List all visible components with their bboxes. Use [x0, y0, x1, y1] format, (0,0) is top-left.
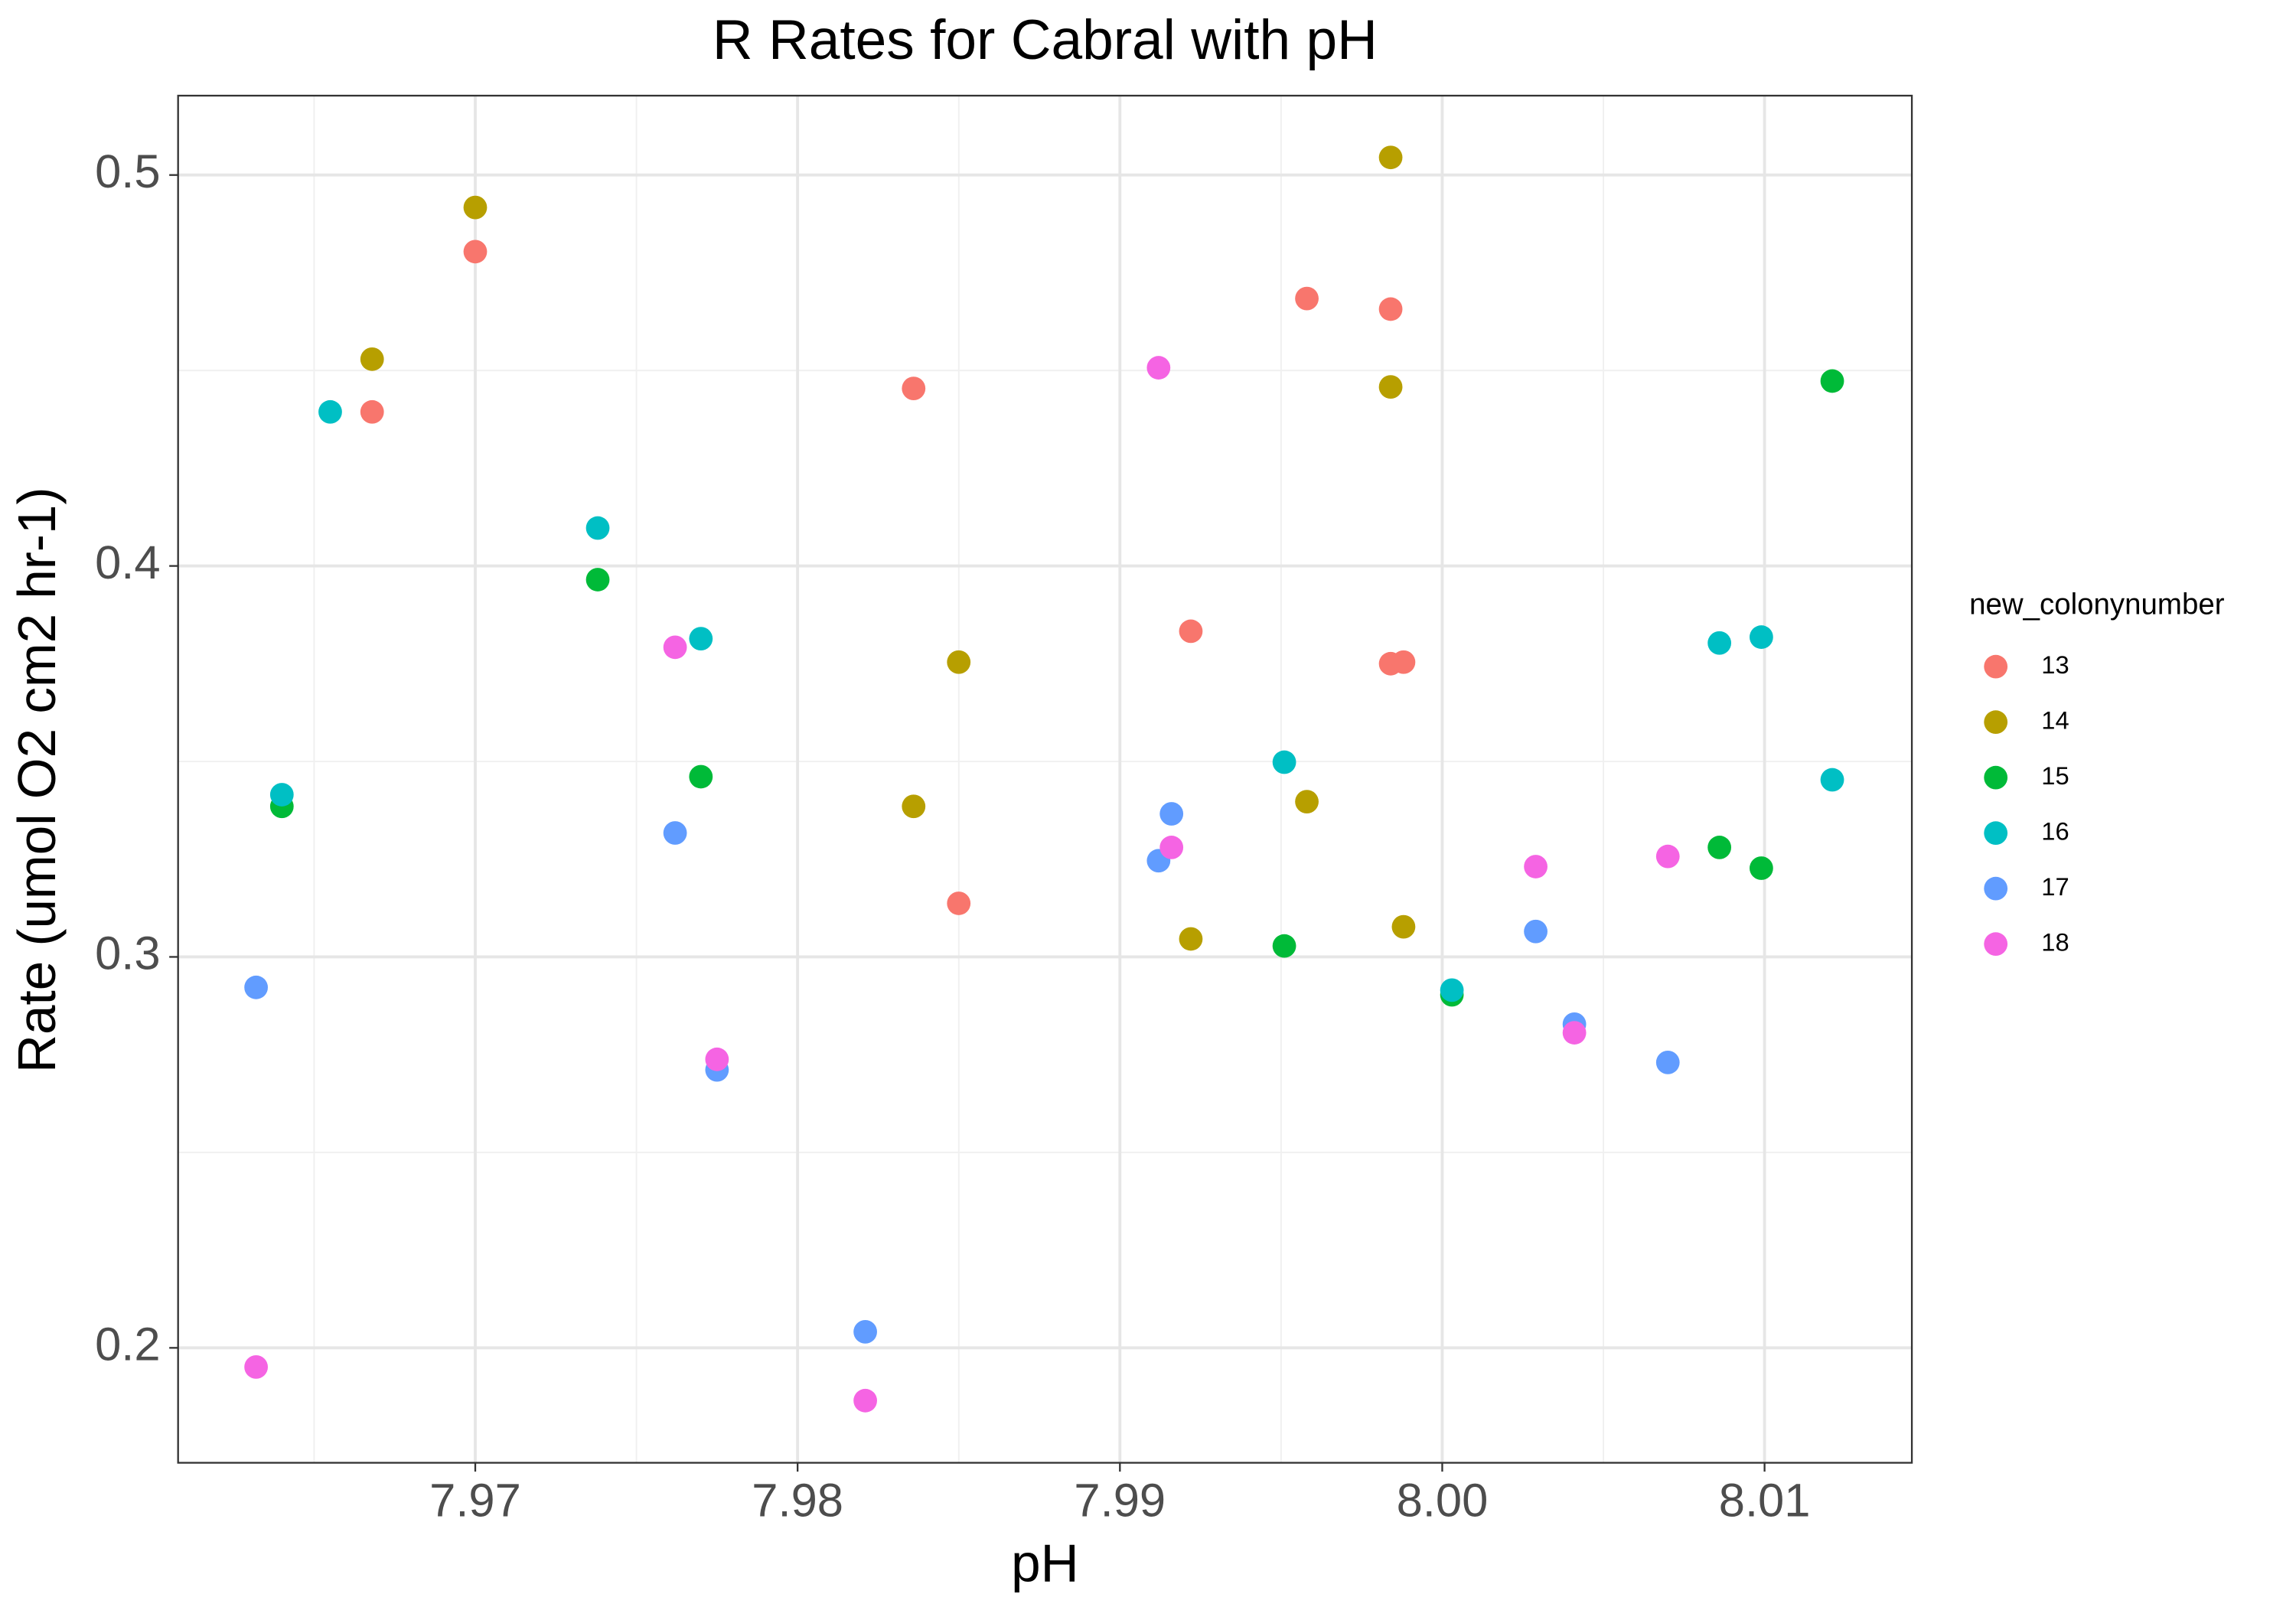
- x-tick-label: 7.98: [752, 1475, 843, 1527]
- point: [1655, 1051, 1680, 1074]
- point: [244, 1354, 268, 1379]
- legend-title: new_colonynumber: [1969, 588, 2225, 621]
- point: [1159, 836, 1184, 859]
- legend-key: [1984, 932, 2008, 957]
- point: [269, 783, 294, 807]
- point: [853, 1320, 877, 1344]
- point: [1378, 145, 1403, 170]
- point: [1524, 855, 1548, 878]
- point: [585, 516, 610, 540]
- grid: [178, 96, 1913, 1463]
- y-tick-label: 0.3: [95, 927, 161, 980]
- legend-key: [1984, 821, 2008, 846]
- legend-key: [1984, 654, 2008, 679]
- point: [1391, 914, 1416, 939]
- point: [463, 240, 488, 264]
- point: [853, 1388, 877, 1413]
- point: [1295, 286, 1319, 311]
- point: [1146, 356, 1171, 380]
- legend-key: [1984, 765, 2008, 790]
- point: [902, 794, 926, 819]
- point: [1707, 631, 1732, 655]
- point: [1378, 375, 1403, 399]
- y-tick-label: 0.5: [95, 145, 161, 198]
- point: [947, 650, 971, 674]
- legend-label: 15: [2041, 761, 2069, 790]
- point: [360, 347, 384, 371]
- y-tick-label: 0.2: [95, 1319, 161, 1371]
- chart-title: R Rates for Cabral with pH: [713, 9, 1378, 71]
- point: [360, 399, 384, 424]
- point: [1655, 844, 1680, 869]
- point: [1707, 836, 1732, 859]
- point: [1524, 919, 1548, 944]
- x-tick-label: 7.99: [1074, 1475, 1166, 1527]
- y-tick-label: 0.4: [95, 536, 161, 589]
- point: [1179, 927, 1203, 951]
- point: [1820, 369, 1844, 393]
- points: [244, 145, 1844, 1413]
- point: [1750, 856, 1773, 880]
- point: [663, 635, 687, 660]
- point: [463, 195, 488, 220]
- point: [689, 764, 713, 789]
- point: [1562, 1021, 1587, 1045]
- point: [1272, 934, 1296, 958]
- point: [947, 892, 971, 915]
- x-tick-label: 8.00: [1397, 1475, 1489, 1527]
- point: [1179, 619, 1203, 644]
- point: [663, 821, 687, 845]
- point: [705, 1047, 729, 1071]
- point: [689, 627, 713, 650]
- point: [1378, 297, 1403, 321]
- point: [244, 975, 268, 999]
- point: [1750, 625, 1773, 649]
- point: [1440, 978, 1464, 1002]
- panel-border: [177, 94, 1913, 1464]
- legend-label: 18: [2041, 927, 2069, 956]
- point: [1391, 650, 1416, 674]
- legend-key: [1984, 710, 2008, 735]
- legend-key: [1984, 876, 2008, 901]
- legend-label: 14: [2041, 706, 2069, 734]
- legend-label: 16: [2041, 817, 2069, 845]
- point: [902, 376, 926, 401]
- point: [1272, 750, 1296, 774]
- y-axis-label: Rate (umol O2 cm2 hr-1): [7, 487, 67, 1072]
- legend-label: 13: [2041, 650, 2069, 679]
- x-tick-label: 8.01: [1719, 1475, 1811, 1527]
- x-tick-label: 7.97: [429, 1475, 521, 1527]
- point: [1820, 768, 1844, 792]
- point: [585, 568, 610, 592]
- x-axis-label: pH: [1011, 1533, 1078, 1592]
- legend-label: 17: [2041, 872, 2069, 901]
- point: [1295, 790, 1319, 814]
- point: [1159, 802, 1184, 826]
- point: [318, 399, 342, 424]
